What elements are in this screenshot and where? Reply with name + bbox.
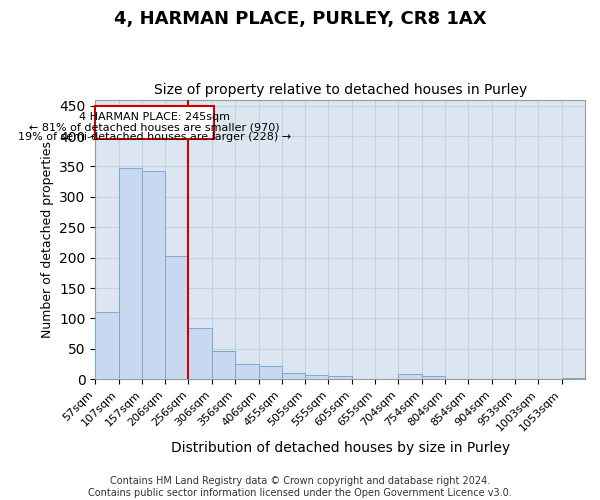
- Bar: [142, 172, 165, 380]
- Text: 19% of semi-detached houses are larger (228) →: 19% of semi-detached houses are larger (…: [18, 132, 291, 142]
- Bar: [165, 256, 188, 380]
- Bar: [212, 352, 235, 380]
- Bar: [562, 378, 585, 380]
- Bar: [281, 372, 305, 380]
- Bar: [259, 366, 281, 380]
- Bar: [235, 364, 259, 380]
- Text: 4 HARMAN PLACE: 245sqm: 4 HARMAN PLACE: 245sqm: [79, 112, 230, 122]
- Text: ← 81% of detached houses are smaller (970): ← 81% of detached houses are smaller (97…: [29, 122, 280, 132]
- Bar: [119, 168, 142, 380]
- X-axis label: Distribution of detached houses by size in Purley: Distribution of detached houses by size …: [170, 441, 510, 455]
- Text: Contains HM Land Registry data © Crown copyright and database right 2024.
Contai: Contains HM Land Registry data © Crown c…: [88, 476, 512, 498]
- Bar: [328, 376, 352, 380]
- Bar: [95, 312, 119, 380]
- Bar: [515, 378, 538, 380]
- Bar: [398, 374, 422, 380]
- FancyBboxPatch shape: [95, 106, 214, 139]
- Title: Size of property relative to detached houses in Purley: Size of property relative to detached ho…: [154, 83, 527, 97]
- Y-axis label: Number of detached properties: Number of detached properties: [41, 141, 53, 338]
- Bar: [422, 376, 445, 380]
- Bar: [305, 375, 328, 380]
- Text: 4, HARMAN PLACE, PURLEY, CR8 1AX: 4, HARMAN PLACE, PURLEY, CR8 1AX: [113, 10, 487, 28]
- Bar: [188, 328, 212, 380]
